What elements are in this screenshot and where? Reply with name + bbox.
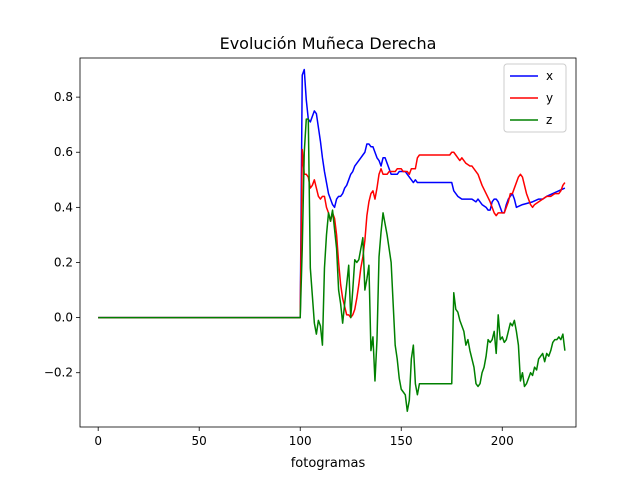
series-line-y <box>98 148 566 319</box>
plot-area <box>98 68 566 413</box>
legend-label-y: y <box>546 91 553 105</box>
axes: 0 50 100 150 200 −0.2 0.0 0.2 0.4 0.6 0.8 <box>44 57 577 448</box>
x-tick-label: 200 <box>491 434 514 448</box>
x-tick-label: 150 <box>390 434 413 448</box>
x-tick-label: 50 <box>192 434 207 448</box>
axes-frame <box>79 57 577 428</box>
legend-label-z: z <box>546 113 552 127</box>
y-tick-label: 0.0 <box>54 311 73 325</box>
chart-title: Evolución Muñeca Derecha <box>220 34 437 53</box>
y-tick-label: 0.8 <box>54 90 73 104</box>
series-line-z <box>98 118 566 413</box>
y-tick-label: 0.4 <box>54 200 73 214</box>
legend-label-x: x <box>546 69 553 83</box>
legend: xyz <box>503 63 567 133</box>
y-tick-label: −0.2 <box>44 366 73 380</box>
x-tick-label: 100 <box>289 434 312 448</box>
x-axis-label: fotogramas <box>291 456 366 471</box>
y-tick-label: 0.2 <box>54 255 73 269</box>
series-line-x <box>98 68 566 319</box>
x-tick-label: 0 <box>94 434 102 448</box>
y-tick-label: 0.6 <box>54 145 73 159</box>
